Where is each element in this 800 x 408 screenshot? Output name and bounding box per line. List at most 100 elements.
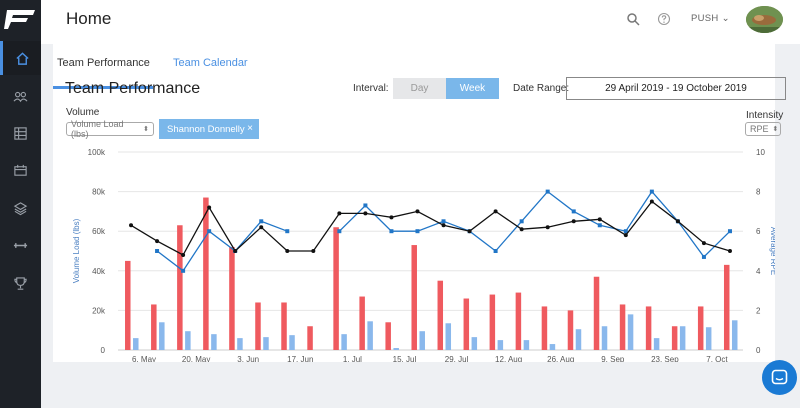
- account-menu-label: PUSH: [691, 13, 719, 24]
- rpe-series-black-point: [649, 199, 654, 204]
- volume-bar: [307, 326, 313, 350]
- date-range-input[interactable]: 29 April 2019 - 19 October 2019: [566, 77, 786, 100]
- secondary-bar: [159, 322, 165, 350]
- help-circle-icon[interactable]: [657, 12, 671, 26]
- x-tick-label: 15. Jul: [393, 355, 417, 362]
- volume-select[interactable]: Volume Load (lbs) ⬍: [66, 119, 154, 139]
- volume-bar: [385, 322, 391, 350]
- tab-team-performance-label: Team Performance: [57, 57, 150, 69]
- rpe-series-blue-point: [155, 249, 160, 253]
- sidebar-item-users[interactable]: [0, 79, 41, 113]
- rpe-series-black-point: [467, 229, 472, 234]
- x-tick-label: 1. Jul: [343, 355, 362, 362]
- secondary-bar: [471, 337, 478, 350]
- rpe-series-blue-point: [649, 189, 654, 194]
- account-menu[interactable]: PUSH ⌄: [691, 13, 730, 24]
- rpe-series-blue-point: [701, 254, 706, 259]
- avatar[interactable]: [746, 6, 783, 33]
- volume-bar: [333, 227, 339, 350]
- x-tick-label: 29. Jul: [445, 355, 469, 362]
- volume-bar: [437, 280, 444, 350]
- interval-day-button[interactable]: Day: [393, 78, 446, 99]
- rpe-series-blue-point: [259, 219, 264, 224]
- secondary-bar: [445, 323, 452, 350]
- rpe-series-blue-point: [519, 219, 524, 224]
- performance-chart: 0 20k 40k 60k 80k 100k 0 2 4 6 8 10 Volume Load (lbs…: [72, 148, 775, 362]
- rpe-series-black-point: [675, 219, 680, 224]
- tab-active-indicator: [53, 86, 153, 89]
- rpe-series-blue-point: [545, 189, 550, 194]
- volume-bar: [177, 225, 183, 350]
- app-logo-icon[interactable]: [4, 8, 37, 30]
- rpe-series-black-point: [337, 211, 342, 216]
- rpe-series-black-line: [130, 200, 731, 256]
- sidebar-item-layers[interactable]: [0, 191, 41, 225]
- rpe-series-blue-point: [441, 219, 446, 224]
- volume-bar: [671, 326, 678, 350]
- volume-select-value: Volume Load (lbs): [71, 119, 124, 139]
- y-tick-label: 0: [101, 346, 106, 355]
- rpe-series-blue-point: [389, 229, 394, 234]
- secondary-bar: [575, 329, 582, 350]
- rpe-series-black-point: [311, 249, 316, 253]
- rpe-series-blue-point: [207, 229, 212, 234]
- tab-team-calendar-label: Team Calendar: [173, 57, 248, 69]
- rpe-series-blue-point: [493, 249, 498, 253]
- rpe-series-black-point: [519, 227, 524, 232]
- date-range-label: Date Range:: [513, 83, 570, 94]
- interval-week-button[interactable]: Week: [446, 78, 499, 99]
- y2-tick-label: 10: [756, 148, 765, 157]
- select-arrows-icon: ⬍: [772, 126, 779, 133]
- x-tick-label: 7. Oct: [706, 355, 728, 362]
- y-tick-label: 80k: [92, 188, 106, 197]
- trophy-icon: [14, 276, 27, 290]
- volume-bar: [645, 306, 652, 350]
- search-icon[interactable]: [626, 12, 640, 26]
- rpe-series-black-point: [441, 223, 446, 228]
- tab-team-calendar[interactable]: Team Calendar: [173, 57, 248, 69]
- volume-bar: [411, 245, 417, 350]
- sidebar-item-table[interactable]: [0, 116, 41, 150]
- close-icon[interactable]: ×: [247, 123, 253, 134]
- chat-support-button[interactable]: [762, 360, 797, 395]
- volume-label: Volume: [66, 107, 100, 118]
- sidebar-item-calendar[interactable]: [0, 153, 41, 187]
- y2-tick-label: 2: [756, 306, 761, 315]
- y-tick-label: 40k: [92, 267, 106, 276]
- users-icon: [13, 91, 28, 102]
- rpe-series-black-point: [363, 211, 368, 216]
- rpe-series-blue-point: [415, 229, 420, 234]
- rpe-series-blue-point: [285, 229, 290, 234]
- secondary-bar: [497, 340, 504, 350]
- rpe-series-blue-point: [337, 229, 342, 234]
- y-tick-label: 20k: [92, 306, 106, 315]
- volume-bar: [567, 310, 574, 350]
- secondary-bar: [679, 326, 686, 350]
- volume-bar: [281, 302, 287, 350]
- rpe-series-blue-point: [363, 203, 368, 208]
- volume-bar: [593, 276, 600, 350]
- volume-bar: [723, 264, 730, 350]
- rpe-series-black-point: [285, 249, 290, 253]
- chat-icon: [771, 369, 788, 385]
- volume-bar: [203, 197, 209, 350]
- secondary-bar: [133, 338, 139, 350]
- secondary-bar: [731, 320, 738, 350]
- volume-bar: [255, 302, 261, 350]
- sidebar-item-trophy[interactable]: [0, 266, 41, 300]
- sidebar-item-home[interactable]: [0, 41, 41, 75]
- team-performance-card: Team Performance Team Calendar Team Perf…: [53, 44, 786, 362]
- intensity-select-value: RPE: [750, 124, 769, 134]
- sidebar-item-dumbbell[interactable]: [0, 228, 41, 262]
- rpe-series-black-point: [415, 209, 420, 214]
- intensity-select[interactable]: RPE ⬍: [745, 122, 781, 136]
- secondary-bar: [393, 348, 399, 350]
- rpe-series-black-point: [259, 225, 264, 230]
- secondary-bar: [523, 340, 530, 350]
- rpe-series-blue-point: [623, 229, 628, 234]
- rpe-series-black-point: [493, 209, 498, 214]
- rpe-series-black-point: [207, 205, 212, 210]
- intensity-label: Intensity: [746, 110, 784, 121]
- tab-team-performance[interactable]: Team Performance: [53, 57, 153, 89]
- secondary-bar: [341, 334, 347, 350]
